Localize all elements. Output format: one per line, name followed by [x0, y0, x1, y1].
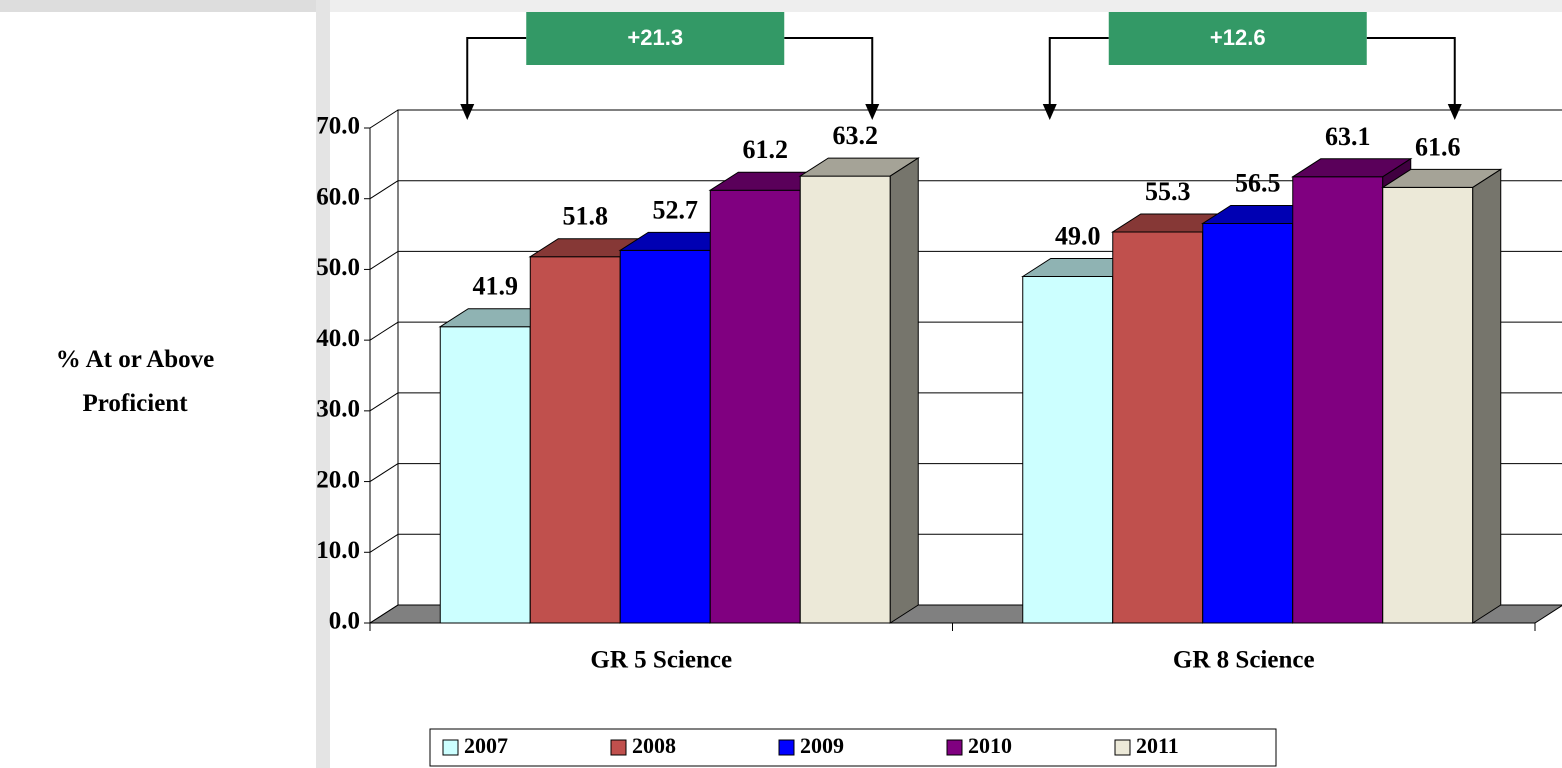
bar	[439, 326, 531, 624]
bracket	[784, 37, 874, 112]
annotation-box	[1108, 12, 1367, 65]
value-label: 56.5	[1235, 168, 1281, 197]
legend-swatch	[610, 739, 627, 756]
bracket	[466, 37, 527, 112]
grid-line-side	[369, 109, 399, 129]
bar-side	[1472, 168, 1502, 624]
arrow-head	[865, 104, 880, 120]
value-label: 41.9	[473, 272, 519, 301]
y-axis-label: % At or Above Proficient	[55, 346, 215, 417]
bar	[1022, 276, 1114, 624]
grid-line-side	[369, 392, 399, 412]
grid-line-side	[369, 533, 399, 553]
value-label: 61.2	[743, 135, 789, 164]
grid-line-side	[369, 251, 399, 270]
legend-label: 2010	[968, 733, 1012, 758]
y-tick-label: 40.0	[316, 325, 360, 352]
legend-swatch	[946, 739, 963, 756]
side-band	[316, 0, 330, 768]
x-tick-label: GR 5 Science	[590, 647, 732, 674]
y-tick-label: 30.0	[316, 396, 360, 423]
value-label: 63.2	[833, 121, 879, 150]
y-tick-label: 20.0	[316, 466, 360, 493]
x-tick-label: GR 8 Science	[1173, 647, 1315, 674]
y-tick-label: 50.0	[316, 254, 360, 281]
grid-line-side	[369, 463, 399, 482]
legend-swatch	[778, 739, 795, 756]
bar	[529, 256, 621, 624]
bar	[619, 249, 711, 624]
legend-label: 2009	[800, 733, 844, 758]
value-label: 55.3	[1145, 177, 1191, 206]
legend-label: 2007	[464, 733, 508, 758]
bracket	[1048, 37, 1109, 112]
value-label: 61.6	[1415, 132, 1461, 161]
bar	[799, 175, 891, 624]
y-tick-label: 0.0	[329, 608, 360, 635]
bar	[1202, 222, 1294, 624]
bar	[709, 189, 801, 624]
legend-swatch	[442, 739, 459, 756]
bracket	[1366, 37, 1456, 112]
legend-label: 2011	[1136, 733, 1179, 758]
arrow-head	[460, 104, 475, 120]
annotation: +21.3	[627, 25, 683, 50]
top-band-left	[0, 0, 320, 12]
arrow-head	[1042, 104, 1057, 120]
grid-line-side	[369, 180, 399, 200]
legend-swatch	[1114, 739, 1131, 756]
legend-label: 2008	[632, 733, 676, 758]
grid-line-side	[369, 604, 399, 624]
bar-side	[889, 157, 919, 624]
bar	[1292, 176, 1384, 624]
value-label: 63.1	[1325, 122, 1371, 151]
legend-box	[429, 728, 1277, 767]
annotation: +12.6	[1210, 25, 1266, 50]
value-label: 51.8	[563, 202, 609, 231]
bar	[1382, 186, 1474, 624]
arrow-head	[1447, 104, 1462, 120]
y-tick-label: 10.0	[316, 537, 360, 564]
bar	[1112, 231, 1204, 624]
top-band	[0, 0, 1562, 12]
grid-line-side	[369, 321, 399, 341]
y-tick-label: 70.0	[316, 113, 360, 140]
annotation-box	[526, 12, 785, 65]
y-tick-label: 60.0	[316, 183, 360, 210]
value-label: 49.0	[1055, 221, 1101, 250]
value-label: 52.7	[653, 195, 699, 224]
